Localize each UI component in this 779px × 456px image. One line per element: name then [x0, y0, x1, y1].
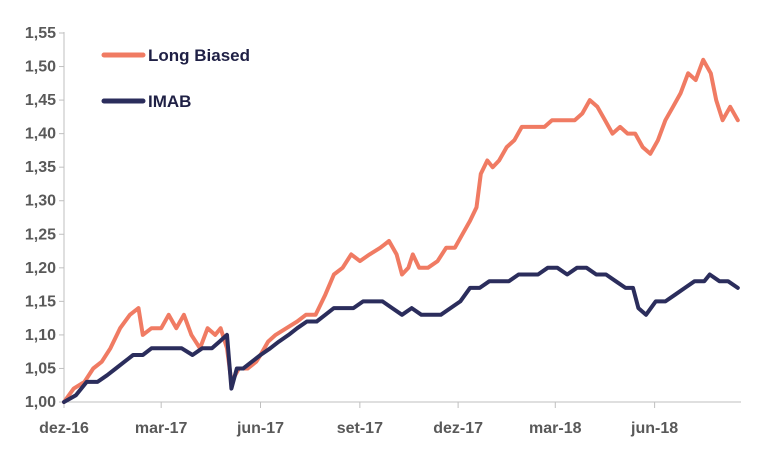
series-line-long-biased — [62, 57, 740, 404]
y-tick-label: 1,35 — [25, 159, 56, 176]
x-tick-label: jun-17 — [236, 420, 284, 437]
series-layer — [62, 57, 740, 404]
legend-label: IMAB — [148, 92, 191, 111]
x-tick-label: jun-18 — [630, 420, 678, 437]
y-tick-label: 1,40 — [25, 126, 56, 143]
x-tick-label: mar-17 — [135, 420, 188, 437]
y-tick-label: 1,50 — [25, 59, 56, 76]
x-tick-label: dez-16 — [39, 420, 89, 437]
legend-label: Long Biased — [148, 46, 250, 65]
x-axis: dez-16 mar-17 jun-17 set-17 dez-17 mar-18 jun-… — [39, 401, 741, 437]
y-tick-label: 1,45 — [25, 92, 56, 109]
y-tick-label: 1,00 — [25, 394, 56, 411]
y-tick-label: 1,20 — [25, 260, 56, 277]
y-tick-label: 1,05 — [25, 360, 56, 377]
series-line-imab — [62, 265, 740, 404]
legend: Long Biased IMAB — [101, 46, 250, 111]
y-tick-label: 1,10 — [25, 327, 56, 344]
y-tick-label: 1,25 — [25, 226, 56, 243]
y-tick-label: 1,55 — [25, 25, 56, 42]
x-tick-label: mar-18 — [529, 420, 582, 437]
y-tick-label: 1,30 — [25, 193, 56, 210]
y-axis: 1,00 1,05 1,10 1,15 1,20 1,25 1,30 1,35 1,40 1,45… — [25, 25, 65, 411]
x-tick-label: set-17 — [337, 420, 383, 437]
x-tick-label: dez-17 — [433, 420, 483, 437]
y-tick-label: 1,15 — [25, 293, 56, 310]
